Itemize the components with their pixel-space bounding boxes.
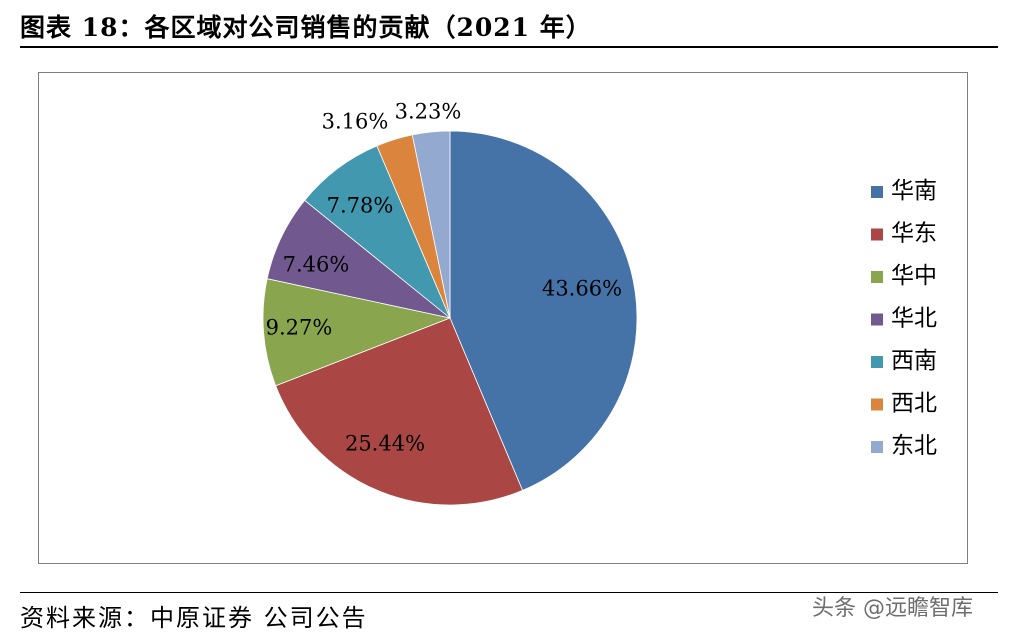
legend-swatch	[871, 271, 883, 283]
legend-swatch	[871, 356, 883, 368]
pie-slice-1	[449, 130, 638, 491]
title-divider	[20, 46, 998, 48]
legend-label: 西北	[891, 391, 937, 417]
slice-value-label: 3.16%	[322, 110, 389, 134]
slice-value-label: 7.46%	[283, 253, 350, 277]
slice-value-label: 7.78%	[327, 194, 394, 218]
legend-label: 西南	[891, 348, 937, 374]
pie-slice-5	[304, 145, 451, 319]
source-note: 资料来源：中原证券 公司公告	[20, 604, 368, 632]
pie-slice-7	[411, 130, 451, 319]
legend-swatch	[871, 441, 883, 453]
legend-label: 东北	[891, 433, 937, 459]
legend-label: 华北	[891, 306, 937, 332]
legend-swatch	[871, 228, 883, 241]
legend-label: 华东	[891, 221, 937, 247]
chart-frame	[38, 72, 968, 564]
legend-swatch	[871, 186, 883, 198]
legend-label: 华南	[891, 178, 937, 204]
watermark: 头条 @远瞻智库	[812, 596, 973, 621]
slice-value-label: 25.44%	[345, 432, 425, 456]
chart-title: 图表 18：各区域对公司销售的贡献（2021 年）	[20, 13, 592, 42]
slice-value-label: 9.27%	[266, 316, 333, 340]
slice-value-label: 43.66%	[542, 277, 622, 301]
slice-value-label: 3.23%	[395, 100, 462, 124]
source-divider	[20, 592, 998, 593]
legend-swatch	[871, 313, 883, 326]
legend-label: 华中	[891, 263, 937, 289]
legend-swatch	[871, 398, 883, 411]
pie-slice-2	[275, 317, 524, 506]
pie-slice-3	[262, 278, 452, 387]
